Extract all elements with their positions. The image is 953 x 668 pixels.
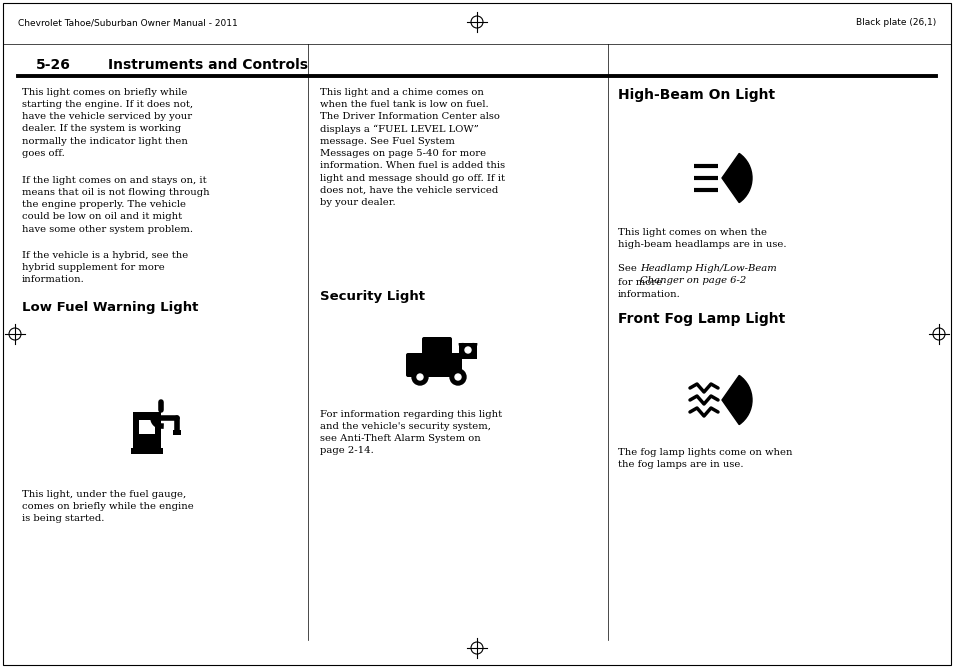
Text: Low Fuel Warning Light: Low Fuel Warning Light bbox=[22, 301, 198, 314]
Bar bbox=[132, 412, 161, 450]
Circle shape bbox=[412, 369, 428, 385]
Text: See: See bbox=[618, 264, 639, 273]
Text: The fog lamp lights come on when
the fog lamps are in use.: The fog lamp lights come on when the fog… bbox=[618, 448, 792, 469]
Text: Headlamp High/Low-Beam
Changer on page 6-2: Headlamp High/Low-Beam Changer on page 6… bbox=[639, 264, 776, 285]
Text: For information regarding this light
and the vehicle's security system,
see Anti: For information regarding this light and… bbox=[319, 410, 501, 456]
Circle shape bbox=[450, 369, 465, 385]
Bar bbox=[139, 420, 154, 434]
Text: Front Fog Lamp Light: Front Fog Lamp Light bbox=[618, 312, 784, 326]
Wedge shape bbox=[721, 375, 751, 425]
Text: If the vehicle is a hybrid, see the
hybrid supplement for more
information.: If the vehicle is a hybrid, see the hybr… bbox=[22, 251, 188, 285]
Bar bbox=[131, 448, 163, 454]
Text: This light and a chime comes on
when the fuel tank is low on fuel.
The Driver In: This light and a chime comes on when the… bbox=[319, 88, 504, 207]
FancyBboxPatch shape bbox=[421, 337, 452, 359]
Text: Instruments and Controls: Instruments and Controls bbox=[108, 58, 308, 72]
Text: Security Light: Security Light bbox=[319, 290, 424, 303]
Bar bbox=[458, 343, 476, 359]
Bar bbox=[172, 430, 181, 435]
FancyBboxPatch shape bbox=[406, 353, 461, 377]
Text: This light comes on when the
high-beam headlamps are in use.: This light comes on when the high-beam h… bbox=[618, 228, 785, 249]
Text: 5-26: 5-26 bbox=[36, 58, 71, 72]
Text: This light comes on briefly while
starting the engine. If it does not,
have the : This light comes on briefly while starti… bbox=[22, 88, 193, 158]
Wedge shape bbox=[721, 154, 751, 202]
Text: Black plate (26,1): Black plate (26,1) bbox=[855, 18, 935, 27]
Text: High-Beam On Light: High-Beam On Light bbox=[618, 88, 774, 102]
Circle shape bbox=[416, 374, 422, 380]
Text: This light, under the fuel gauge,
comes on briefly while the engine
is being sta: This light, under the fuel gauge, comes … bbox=[22, 490, 193, 523]
Circle shape bbox=[455, 374, 460, 380]
Text: for more
information.: for more information. bbox=[618, 278, 680, 299]
Text: Chevrolet Tahoe/Suburban Owner Manual - 2011: Chevrolet Tahoe/Suburban Owner Manual - … bbox=[18, 18, 237, 27]
Circle shape bbox=[464, 347, 471, 353]
Text: If the light comes on and stays on, it
means that oil is not flowing through
the: If the light comes on and stays on, it m… bbox=[22, 176, 210, 234]
